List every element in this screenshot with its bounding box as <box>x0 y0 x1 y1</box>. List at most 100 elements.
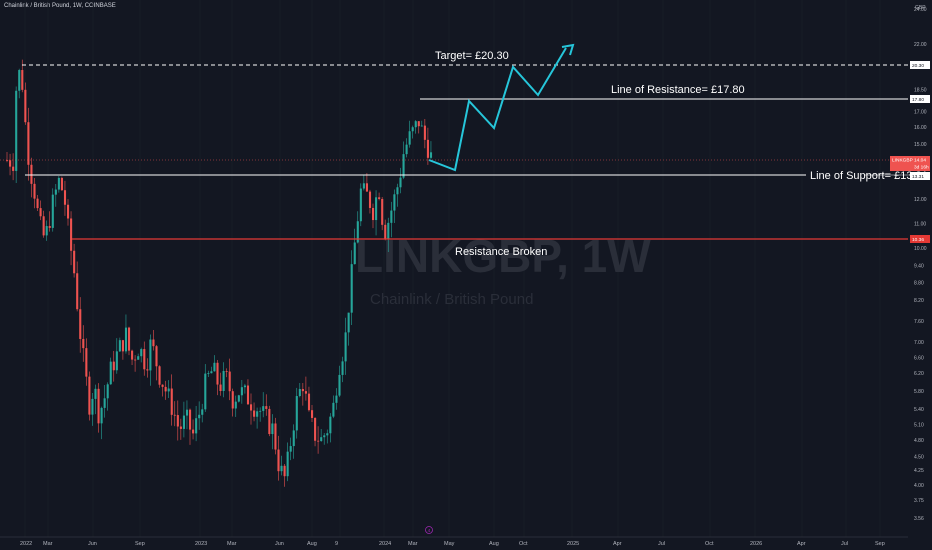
candle-body <box>387 222 390 239</box>
candle-body <box>219 384 222 392</box>
candle-body <box>399 177 402 188</box>
candle-body <box>97 388 100 424</box>
candle-body <box>39 208 42 217</box>
candle-body <box>350 264 353 313</box>
candle-body <box>45 226 48 236</box>
candle-body <box>277 449 280 472</box>
candle-body <box>253 410 256 417</box>
price-axis[interactable]: GBP 24.00 22.00 18.50 17.00 16.00 15.00 12.00 1… <box>914 5 927 522</box>
candle-body <box>341 361 344 375</box>
candle-body <box>298 389 301 397</box>
candle-body <box>344 332 347 362</box>
candle-body <box>405 144 408 155</box>
candle-body <box>60 177 63 191</box>
candle-body <box>271 423 274 435</box>
current-price-tag: LINKGBP 14.04 3d 16h <box>890 156 930 171</box>
candle-body <box>222 371 225 392</box>
svg-text:13.31: 13.31 <box>912 174 924 180</box>
time-tick-label: Jun <box>275 541 284 547</box>
time-tick-label: Jul <box>658 541 665 547</box>
price-tick-label: 10.00 <box>914 246 927 252</box>
candle-body <box>338 374 341 396</box>
candle-body <box>161 384 164 387</box>
candle-body <box>396 187 399 195</box>
price-tick-label: 22.00 <box>914 42 927 48</box>
time-tick-label: Sep <box>135 541 145 547</box>
candle-body <box>54 189 57 195</box>
candle-body <box>335 395 338 403</box>
candle-body <box>158 366 161 385</box>
candle-body <box>70 218 73 251</box>
candle-body <box>103 398 106 408</box>
candle-body <box>121 340 124 352</box>
time-tick-label: Mar <box>408 541 418 547</box>
projection-path[interactable] <box>428 47 567 172</box>
candle-body <box>195 418 198 434</box>
candle-body <box>204 373 207 410</box>
svg-text:14.04: 14.04 <box>914 158 926 164</box>
candle-body <box>329 416 332 434</box>
candle-body <box>198 414 201 419</box>
candle-body <box>146 369 149 371</box>
candle-body <box>384 224 387 239</box>
candle-body <box>155 346 158 367</box>
candle-body <box>292 430 295 447</box>
time-tick-label: 2024 <box>379 541 391 547</box>
candle-body <box>115 351 118 371</box>
candle-body <box>228 371 231 392</box>
candle-body <box>243 385 246 388</box>
candle-body <box>63 190 67 205</box>
candle-body <box>176 415 179 427</box>
price-tick-label: 24.00 <box>914 7 927 13</box>
price-tick-label: 15.00 <box>914 142 927 148</box>
candle-body <box>368 191 372 208</box>
target-annotation: Target= £20.30 <box>435 50 509 62</box>
candle-body <box>134 359 137 361</box>
price-tick-label: 6.20 <box>914 371 924 377</box>
candle-body <box>48 226 51 228</box>
candle-body <box>250 404 253 411</box>
candle-body <box>365 183 368 192</box>
candle-body <box>124 327 128 352</box>
candle-body <box>393 194 396 211</box>
candle-body <box>411 127 414 132</box>
price-tick-label: 4.00 <box>914 483 924 489</box>
svg-text:3d 16h: 3d 16h <box>914 165 929 171</box>
event-marker[interactable]: 4 <box>425 526 433 535</box>
projection-arrowhead <box>561 43 575 56</box>
candle-body <box>326 433 329 436</box>
time-tick-label: Jun <box>88 541 97 547</box>
candle-body <box>408 131 411 145</box>
candle-body <box>73 250 76 274</box>
candle-body <box>106 384 109 399</box>
price-tick-label: 4.25 <box>914 468 924 474</box>
price-tick-label: 5.40 <box>914 407 924 413</box>
price-tick-label: 12.00 <box>914 197 927 203</box>
candle-body <box>51 194 54 228</box>
time-tick-label: 2025 <box>567 541 579 547</box>
candle-body <box>79 309 82 339</box>
time-tick-label: Mar <box>227 541 237 547</box>
time-tick-label: Apr <box>797 541 806 547</box>
candle-body <box>15 90 18 171</box>
candle-body <box>265 406 268 409</box>
price-tick-label: 8.20 <box>914 298 924 304</box>
time-tick-label: May <box>444 541 455 547</box>
candle-body <box>189 409 192 430</box>
candle-body <box>6 160 9 161</box>
price-tick-label: 4.50 <box>914 454 924 460</box>
candle-body <box>167 388 170 392</box>
price-tick-label: 7.60 <box>914 319 924 325</box>
candle-body <box>286 451 289 477</box>
watermark-name: Chainlink / British Pound <box>370 291 533 308</box>
candle-body <box>262 406 265 411</box>
price-tick-label: 17.00 <box>914 109 927 115</box>
candle-body <box>353 242 356 265</box>
time-axis[interactable]: 2022 Mar Jun Sep 2023 Mar Jun Aug 9 2024 Mar May Aug… <box>20 541 885 547</box>
target-price-tag: 20.30 <box>910 61 930 69</box>
price-tick-label: 11.00 <box>914 221 926 227</box>
candle-body <box>57 177 60 190</box>
candle-body <box>27 122 30 165</box>
time-tick-label: 2023 <box>195 541 207 547</box>
